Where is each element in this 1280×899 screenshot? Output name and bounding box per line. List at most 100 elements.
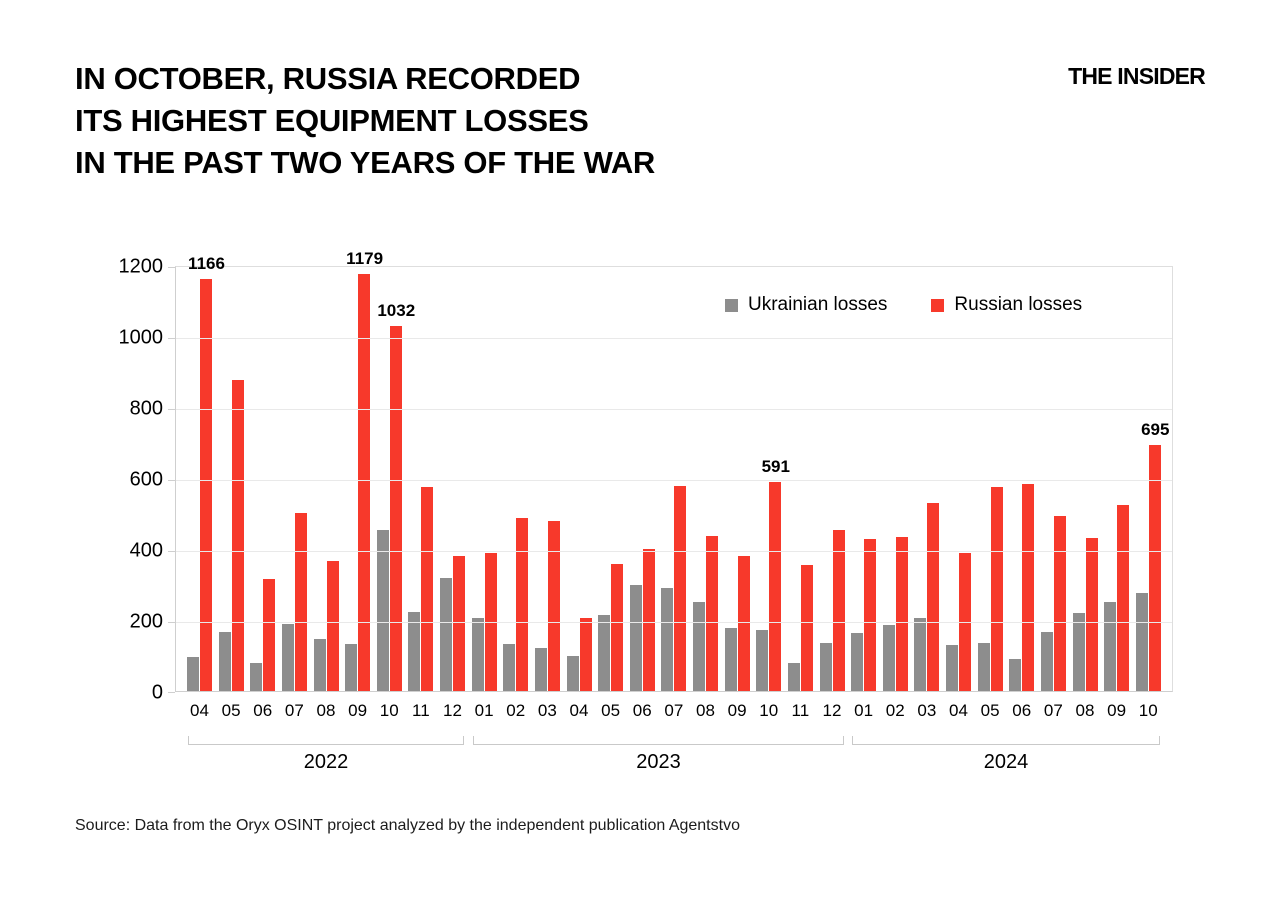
source-attribution: Source: Data from the Oryx OSINT project… [75,817,740,834]
year-bracket-2022 [188,736,464,745]
bar-russian-12 [832,529,845,691]
bar-ukrainian-08 [1072,613,1085,691]
x-axis-month-label: 10 [759,701,779,720]
bar-ukrainian-06 [629,585,642,691]
bar-ukrainian-02 [882,625,895,691]
chart-legend: Ukrainian losses Russian losses [725,294,1082,316]
bar-ukrainian-04 [187,656,199,691]
bar-ukrainian-01 [851,633,864,691]
bar-group-15: 07 [661,267,687,720]
bar-russian-06 [1022,483,1035,691]
bar-group-12: 04 [566,267,592,720]
bar-ukrainian-09 [724,628,737,691]
gridline-400 [176,551,1172,552]
year-bracket-2023 [473,736,844,745]
x-axis-month-label: 04 [569,701,589,720]
bar-russian-08 [1085,538,1098,691]
x-axis-month-label: 10 [1138,701,1158,720]
y-tick-mark-200 [168,622,175,623]
bar-group-11: 03 [534,267,560,720]
y-axis-label-1200: 1200 [118,255,164,278]
bar-group-8: 12 [440,267,465,720]
bar-chart: 04 1166 05 06 07 08 09 1179 10 1032 11 12 01 02 03 04 05… [119,249,1173,773]
bar-ukrainian-10 [756,630,769,691]
bar-russian-11 [800,565,813,691]
x-axis-month-label: 09 [348,701,368,720]
bar-group-14: 06 [629,267,655,720]
gridline-200 [176,622,1172,623]
bar-ukrainian-07 [1040,632,1053,691]
bar-ukrainian-06 [250,663,263,691]
bar-group-5: 09 1179 [345,249,383,720]
y-axis-label-1000: 1000 [118,326,164,349]
x-axis-month-label: 06 [253,701,273,720]
title-line-1: In October, Russia recorded [75,61,581,96]
x-axis-month-label: 05 [221,701,241,720]
bar-group-4: 08 [313,267,339,720]
bar-ukrainian-09 [1104,601,1117,691]
bar-ukrainian-04 [946,645,958,691]
bar-ukrainian-01 [471,617,484,691]
ukrainian-losses-swatch-icon [725,298,738,312]
y-axis-label-400: 400 [129,539,163,562]
bar-group-6: 10 1032 [376,267,415,720]
bar-ukrainian-05 [977,642,990,691]
x-axis-month-label: 09 [727,701,747,720]
bar-ukrainian-07 [281,623,294,691]
bar-russian-07 [1053,515,1066,691]
bar-group-18: 10 591 [756,267,790,720]
x-axis-month-label: 07 [284,701,304,720]
x-axis-month-label: 08 [1075,701,1095,720]
bar-group-20: 12 [819,267,845,720]
x-axis-month-label: 02 [885,701,905,720]
year-label-2023: 2023 [636,751,681,773]
bar-group-10: 02 [503,267,529,720]
y-tick-mark-600 [168,480,175,481]
x-axis-month-label: 01 [854,701,874,720]
bar-group-9: 01 [471,267,497,720]
data-label-1166: 1166 [188,254,225,274]
legend-label-ukrainian: Ukrainian losses [748,294,888,315]
bar-russian-07 [294,512,307,691]
bar-ukrainian-08 [313,638,326,691]
bar-ukrainian-05 [598,615,611,691]
bar-ukrainian-09 [345,644,358,691]
x-axis-month-label: 06 [632,701,652,720]
x-axis-month-label: 02 [506,701,526,720]
year-label-2022: 2022 [303,751,349,773]
x-axis-month-label: 09 [1107,701,1127,720]
x-axis-month-label: 11 [791,701,810,720]
bar-group-23: 03 [914,267,940,720]
bar-group-13: 05 [598,267,624,720]
x-axis-month-label: 07 [1043,701,1063,720]
y-axis-label-0: 0 [151,681,163,704]
y-axis-label-600: 600 [129,468,163,491]
bar-russian-04 [200,279,212,691]
bar-russian-09 [737,556,750,691]
x-axis-month-label: 08 [316,701,336,720]
x-axis-month-label: 06 [1012,701,1032,720]
bar-russian-12 [453,556,465,691]
bar-russian-03 [927,503,940,691]
y-tick-mark-1000 [168,338,175,339]
title-line-3: in the past two years of the war [75,145,655,180]
bar-group-3: 07 [281,267,307,720]
bar-group-29: 09 [1104,267,1130,720]
bar-ukrainian-04 [566,656,579,691]
year-label-2024: 2024 [983,751,1029,773]
bar-russian-02 [895,536,908,691]
bar-group-2: 06 [250,267,276,720]
bar-russian-08 [326,561,339,691]
bar-russian-05 [611,563,624,691]
y-axis-label-200: 200 [129,610,163,633]
x-axis-month-label: 12 [443,701,462,720]
bar-russian-05 [990,487,1003,691]
bar-group-30: 10 695 [1135,267,1169,720]
bar-ukrainian-06 [1009,658,1022,691]
bar-russian-07 [674,486,687,691]
bar-russian-10 [769,482,782,691]
bar-russian-10 [389,326,402,691]
bar-russian-04 [959,552,971,691]
bar-group-1: 05 [218,267,244,720]
bar-group-26: 06 [1009,267,1035,720]
